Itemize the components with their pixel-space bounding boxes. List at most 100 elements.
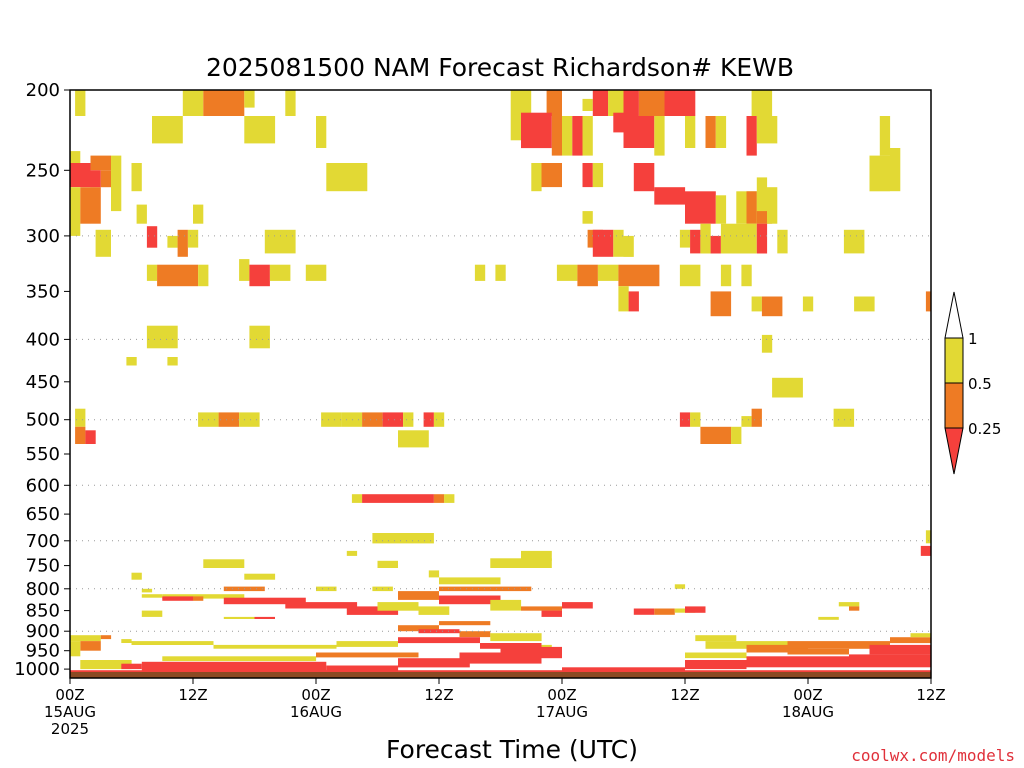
heatmap-cell: [746, 116, 757, 156]
heatmap-cell: [741, 416, 752, 427]
heatmap-cell: [439, 621, 491, 626]
y-tick-label: 200: [26, 80, 60, 101]
heatmap-cell: [720, 223, 757, 254]
heatmap-cell: [613, 112, 624, 133]
heatmap-cell: [592, 229, 614, 257]
heatmap-cell: [439, 586, 532, 592]
heatmap-cell: [223, 597, 306, 605]
heatmap-cell: [244, 90, 255, 108]
y-tick-label: 800: [26, 579, 60, 600]
heatmap-cell: [85, 430, 96, 444]
heatmap-cell: [141, 661, 327, 671]
x-tick-label: 12Z: [178, 686, 207, 704]
credit-link[interactable]: coolwx.com/models: [851, 746, 1015, 765]
heatmap-cell: [398, 591, 439, 600]
heatmap-cell: [690, 412, 701, 427]
heatmap-cell: [90, 155, 111, 171]
heatmap-cell: [613, 229, 624, 257]
heatmap-cell: [833, 408, 855, 427]
heatmap-cell: [111, 155, 122, 212]
heatmap-cell: [100, 170, 112, 188]
x-tick-label: 18AUG: [782, 703, 834, 721]
heatmap-cell: [203, 559, 245, 568]
heatmap-cell: [751, 296, 762, 312]
heatmap-cell: [418, 606, 450, 615]
heatmap-cell: [592, 163, 604, 188]
colorbar-yellow-bin: [944, 337, 964, 384]
heatmap-cell: [608, 90, 624, 116]
heatmap-cell: [346, 550, 358, 556]
y-tick-label: 400: [26, 329, 60, 350]
heatmap-cell: [146, 226, 158, 248]
heatmap-cell: [439, 595, 501, 605]
heatmap-cell: [890, 148, 901, 192]
heatmap-cell: [664, 90, 696, 116]
heatmap-cell: [679, 229, 691, 248]
heatmap-cell: [75, 90, 86, 116]
heatmap-cell: [551, 116, 563, 156]
heatmap-cell: [674, 584, 686, 589]
x-tick-label: 15AUG: [44, 703, 96, 721]
heatmap-cell: [925, 530, 931, 544]
heatmap-cell: [751, 90, 773, 116]
heatmap-cell: [70, 670, 931, 672]
heatmap-cell: [480, 643, 542, 649]
heatmap-cell: [495, 264, 506, 281]
heatmap-cell: [198, 264, 209, 287]
heatmap-cell: [239, 412, 260, 427]
heatmap-cell: [398, 658, 470, 668]
heatmap-cell: [141, 588, 153, 593]
heatmap-cell: [618, 264, 660, 287]
heatmap-cell: [685, 116, 696, 148]
heatmap-cell: [925, 291, 931, 312]
heatmap-cell: [761, 296, 783, 317]
heatmap-cell: [269, 264, 291, 281]
heatmap-cell: [761, 334, 773, 353]
y-tick-label: 250: [26, 160, 60, 181]
heatmap-cell: [654, 116, 665, 156]
heatmap-cell: [444, 494, 455, 503]
heatmap-cell: [582, 211, 593, 224]
heatmap-cell: [879, 116, 891, 156]
y-tick-label: 650: [26, 504, 60, 525]
heatmap-cell: [628, 291, 639, 312]
y-tick-label: 950: [26, 641, 60, 662]
heatmap-cell: [920, 545, 932, 556]
heatmap-cell: [167, 235, 178, 248]
heatmap-cell: [562, 667, 685, 671]
heatmap-cell: [428, 570, 440, 578]
colorbar-bottom-triangle: [944, 427, 964, 475]
heatmap-cell: [592, 90, 609, 116]
heatmap-cell: [843, 229, 865, 254]
heatmap-cell: [459, 631, 491, 638]
heatmap-cell: [254, 616, 275, 619]
heatmap-cell: [556, 264, 578, 281]
heatmap-cell: [597, 264, 619, 281]
heatmap-cell: [285, 90, 296, 116]
heatmap-cell: [121, 663, 142, 670]
heatmap-cell: [720, 264, 732, 287]
heatmap-cell: [654, 187, 686, 205]
colorbar-top-triangle: [944, 291, 964, 339]
heatmap-cell: [890, 637, 931, 644]
x-tick-label: 00Z: [55, 686, 84, 704]
chart-title: 2025081500 NAM Forecast Richardson# KEWB: [206, 53, 794, 82]
heatmap-cell: [541, 163, 562, 188]
heatmap-cell: [869, 644, 931, 655]
heatmap-cell: [685, 191, 716, 224]
heatmap-cell: [751, 408, 762, 427]
heatmap-cell: [531, 163, 542, 192]
heatmap-cell: [362, 494, 434, 503]
y-tick-label: 300: [26, 226, 60, 247]
heatmap-cell: [382, 412, 404, 427]
heatmap-cell: [710, 235, 721, 254]
heatmap-cell: [403, 412, 414, 427]
heatmap-cell: [802, 296, 814, 312]
heatmap-cell: [90, 187, 101, 224]
heatmap-cell: [521, 606, 562, 611]
heatmap-cell: [715, 116, 727, 148]
heatmap-cell: [710, 291, 732, 317]
heatmap-cell: [690, 229, 701, 254]
heatmap-cell: [433, 412, 445, 427]
heatmap-cell: [398, 625, 439, 632]
